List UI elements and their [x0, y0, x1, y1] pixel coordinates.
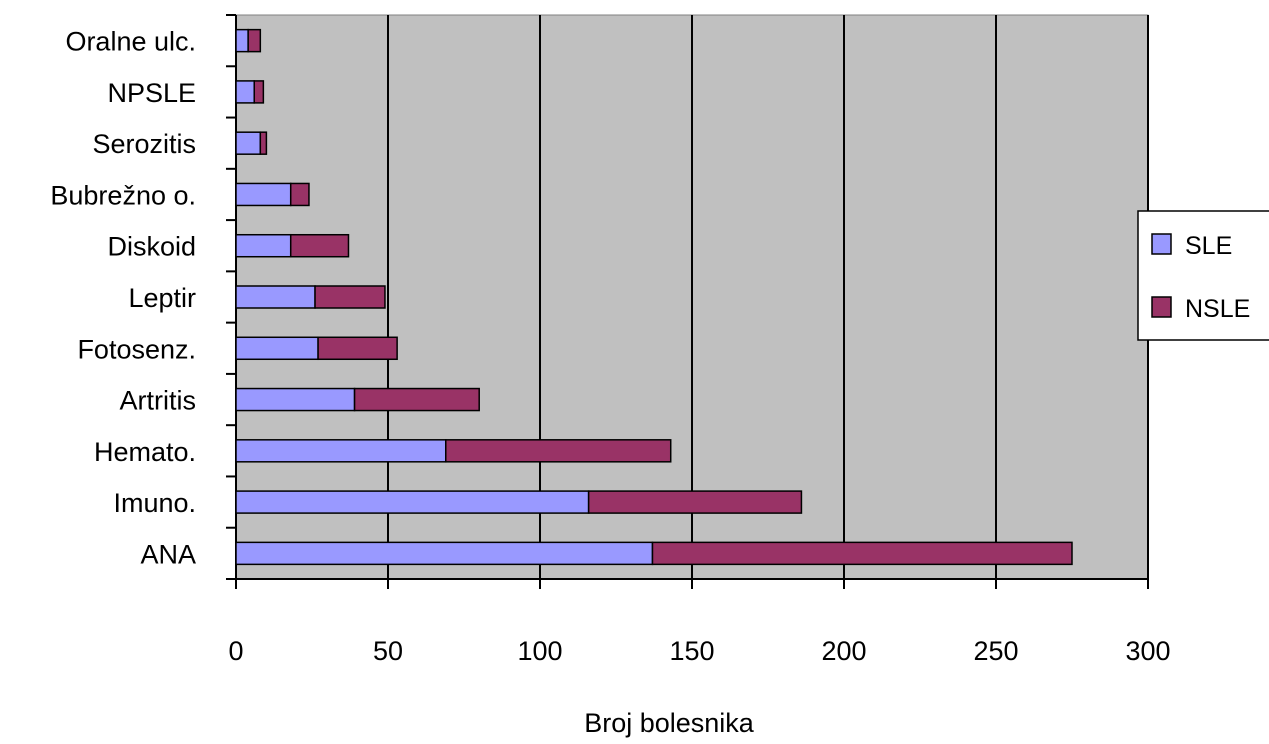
bar-sle: [235, 80, 255, 104]
category-label: NPSLE: [107, 78, 196, 108]
bar-sle: [235, 182, 292, 207]
category-label: Bubrežno o.: [50, 180, 196, 210]
plot-area: [226, 14, 1149, 589]
x-axis-title: Broj bolesnika: [584, 708, 755, 738]
legend-swatch-sle: [1151, 233, 1172, 255]
bar-nsle: [253, 80, 265, 104]
bar-nsle: [353, 387, 480, 412]
x-tick-labels: 0 50 100 150 200 250 300: [228, 636, 1170, 666]
bar-nsle: [317, 336, 398, 361]
bar-nsle: [587, 490, 803, 514]
bar-sle: [235, 28, 249, 53]
bar-sle: [235, 233, 292, 258]
category-label: Hemato.: [94, 437, 196, 467]
bar-nsle: [247, 28, 262, 53]
bar-sle: [235, 285, 316, 309]
category-label: Fotosenz.: [77, 334, 196, 364]
bar-sle: [235, 387, 356, 412]
x-tick-label: 300: [1125, 636, 1170, 666]
bar-sle: [235, 439, 447, 463]
category-label: Oralne ulc.: [65, 27, 196, 57]
category-label: Serozitis: [92, 129, 196, 159]
bar-nsle: [314, 285, 386, 309]
bar-sle: [235, 336, 319, 361]
bar-nsle: [259, 131, 268, 155]
x-tick-label: 250: [973, 636, 1018, 666]
bar-nsle: [445, 439, 672, 463]
category-label: Diskoid: [107, 232, 196, 262]
x-tick-label: 200: [821, 636, 866, 666]
category-label: ANA: [140, 539, 196, 569]
legend-swatch-nsle: [1151, 296, 1172, 318]
bars: [235, 28, 1073, 566]
legend: SLE NSLE: [1137, 210, 1269, 341]
x-tick-label: 50: [373, 636, 403, 666]
x-tick-label: 100: [517, 636, 562, 666]
bar-nsle: [289, 233, 350, 258]
category-label: Imuno.: [113, 488, 196, 518]
legend-box: [1137, 210, 1269, 341]
legend-label-sle: SLE: [1185, 232, 1232, 260]
legend-label-nsle: NSLE: [1185, 295, 1250, 323]
bar-sle: [235, 541, 654, 566]
x-tick-label: 150: [669, 636, 714, 666]
category-label: Leptir: [128, 283, 196, 313]
category-label: Artritis: [120, 386, 197, 416]
bar-nsle: [289, 182, 310, 207]
bar-sle: [235, 131, 262, 155]
x-tick-label: 0: [228, 636, 243, 666]
bar-sle: [235, 490, 590, 514]
category-labels: ANA Imuno. Hemato. Artritis Fotosenz. Leptir D…: [50, 27, 196, 570]
bar-nsle: [651, 541, 1073, 566]
